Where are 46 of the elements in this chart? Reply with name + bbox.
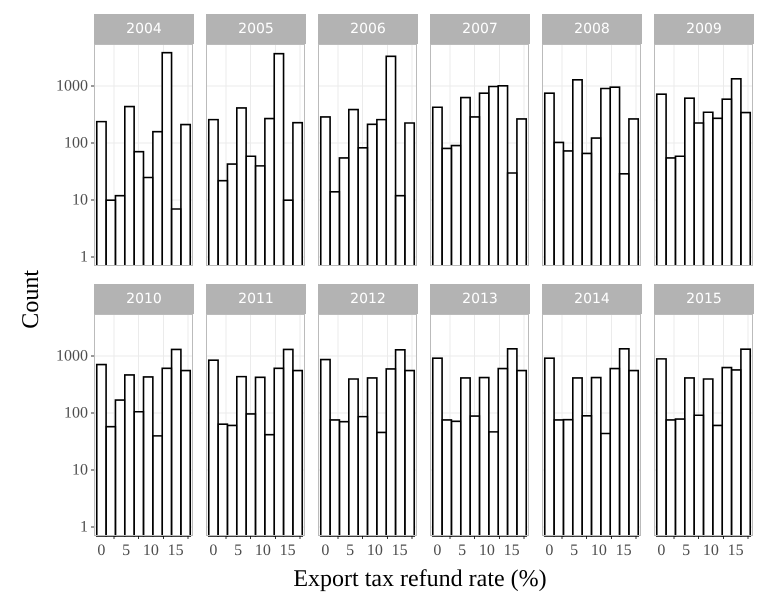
y-tick-label: 10: [72, 461, 88, 478]
y-tick-label: 1000: [56, 77, 88, 94]
chart-title: 2005: [206, 14, 306, 44]
chart-title: 2004: [94, 14, 194, 44]
x-tick-label: 10: [366, 542, 383, 559]
y-tick-label: 100: [64, 404, 88, 422]
x-tick-label: 15: [168, 542, 184, 559]
y-tick-label: 1000: [56, 347, 88, 364]
y-tick-label: 1: [80, 248, 88, 266]
x-tick-label: 5: [458, 542, 466, 559]
x-tick-label: 15: [280, 542, 296, 559]
x-axis-title: Export tax refund rate (%): [292, 566, 548, 593]
x-tick-label: 5: [346, 542, 354, 559]
x-tick-label: 0: [97, 542, 106, 559]
y-tick-label: 10: [72, 191, 88, 208]
x-tick-label: 5: [234, 542, 242, 559]
x-tick-label: 10: [702, 542, 719, 559]
chart-title: 2007: [430, 14, 530, 44]
x-tick-label: 5: [570, 542, 578, 559]
x-tick-label: 10: [254, 542, 271, 559]
chart-title: 2012: [318, 284, 418, 314]
chart-title: 2011: [206, 284, 306, 314]
chart-title: 2013: [430, 284, 530, 314]
x-tick-label: 5: [122, 542, 130, 559]
chart-title: 2009: [654, 14, 754, 44]
y-axis-title: Count: [18, 270, 45, 329]
y-tick-label: 1: [80, 518, 88, 536]
chart-title: 2014: [542, 284, 642, 314]
x-tick-label: 0: [321, 542, 330, 559]
chart-title: 2006: [318, 14, 418, 44]
x-tick-label: 0: [657, 542, 666, 559]
chart-title: 2008: [542, 14, 642, 44]
x-tick-label: 10: [590, 542, 607, 559]
x-tick-label: 15: [616, 542, 632, 559]
chart-title: 2015: [654, 284, 754, 314]
x-tick-label: 10: [478, 542, 495, 559]
x-tick-label: 15: [392, 542, 408, 559]
chart-title: 2010: [94, 284, 194, 314]
x-tick-label: 0: [545, 542, 554, 559]
x-tick-label: 0: [433, 542, 442, 559]
x-tick-label: 15: [728, 542, 744, 559]
x-tick-label: 0: [209, 542, 218, 559]
x-tick-label: 15: [504, 542, 520, 559]
y-tick-label: 100: [64, 134, 88, 152]
x-tick-label: 5: [682, 542, 690, 559]
x-tick-label: 10: [142, 542, 159, 559]
